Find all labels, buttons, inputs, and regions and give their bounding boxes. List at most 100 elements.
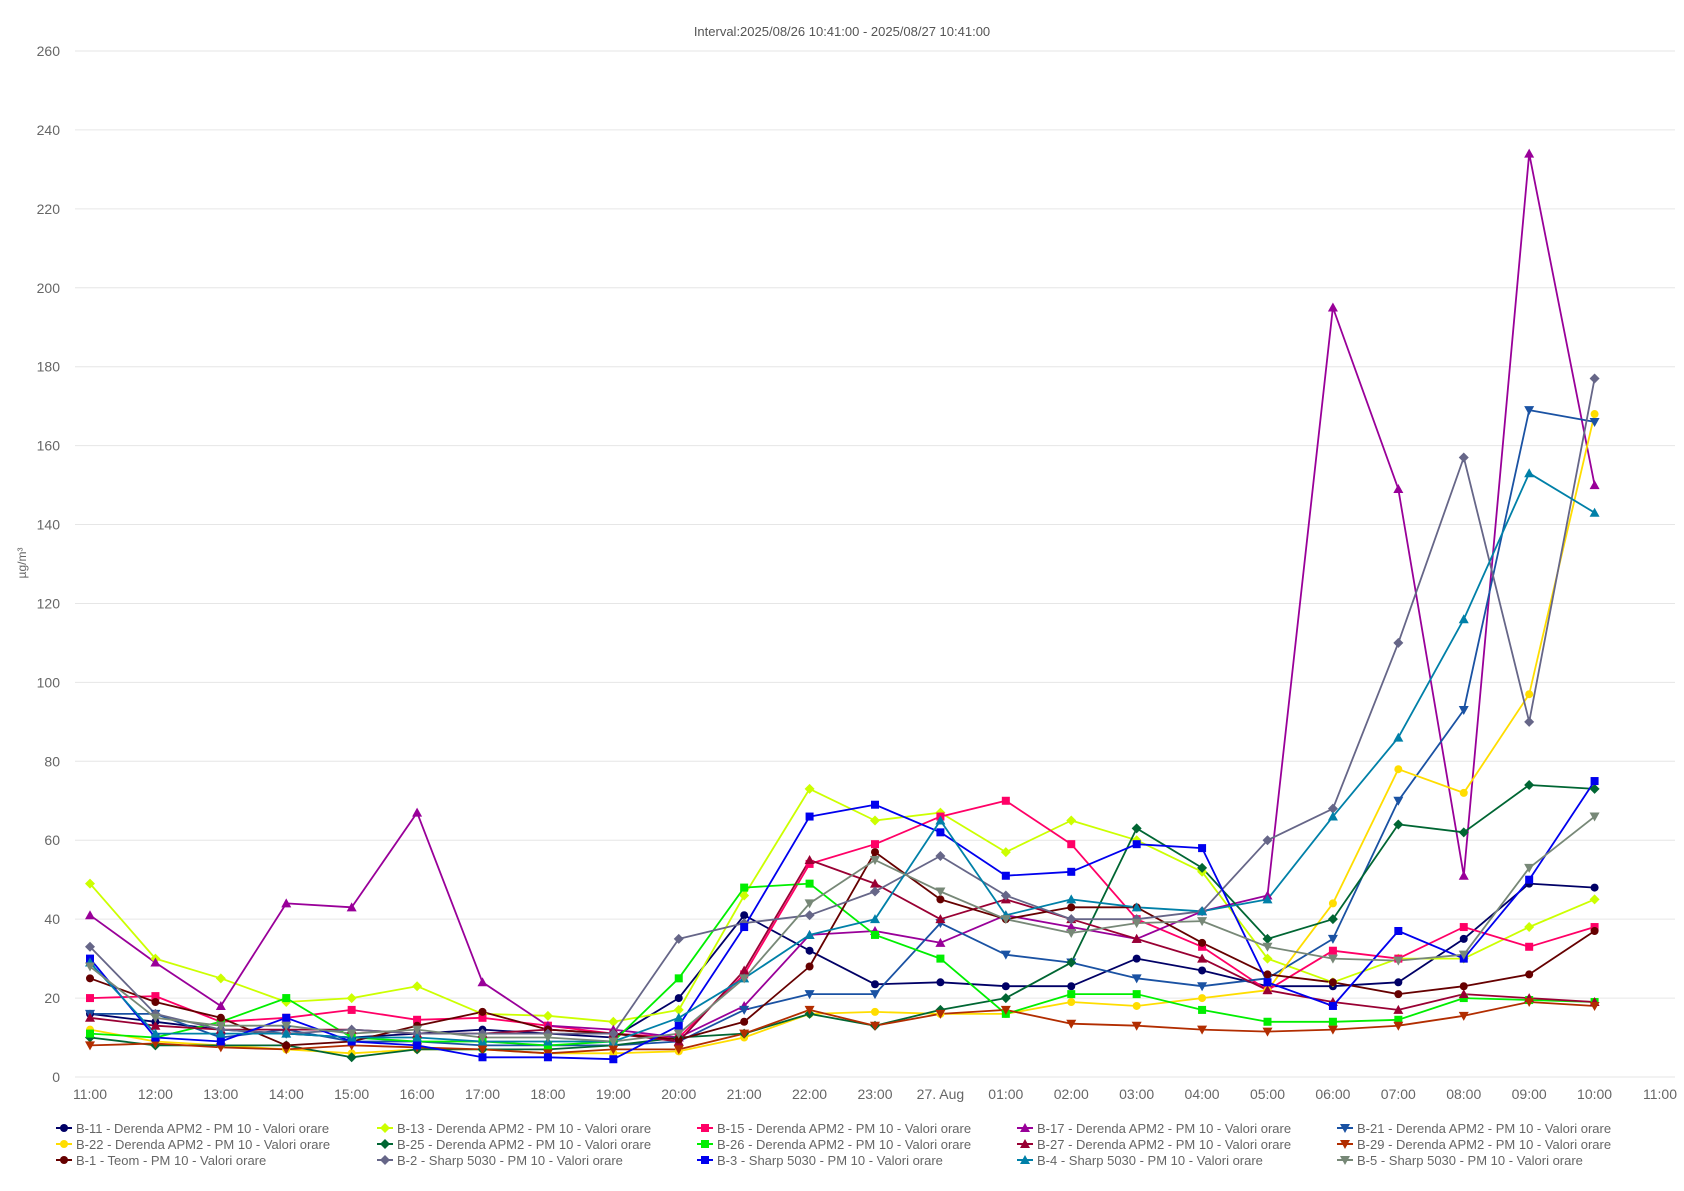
data-point [85, 910, 95, 920]
data-point [1590, 926, 1599, 935]
data-point [1459, 934, 1468, 943]
data-point [1132, 840, 1141, 849]
legend-item[interactable]: B-13 - Derenda APM2 - PM 10 - Valori ora… [377, 1121, 651, 1136]
data-point [1327, 811, 1338, 821]
data-point [1525, 875, 1534, 884]
data-point [1394, 1015, 1403, 1024]
y-tick-label: 240 [37, 122, 61, 138]
legend-item[interactable]: B-4 - Sharp 5030 - PM 10 - Valori orare [1017, 1153, 1263, 1168]
data-point [347, 1005, 356, 1014]
x-tick-label: 05:00 [1250, 1086, 1285, 1102]
legend-item[interactable]: B-26 - Derenda APM2 - PM 10 - Valori ora… [697, 1137, 971, 1152]
data-point [281, 898, 292, 908]
data-point [1000, 1005, 1011, 1015]
data-point [1131, 823, 1142, 834]
data-point [151, 992, 160, 1001]
data-point [478, 1013, 487, 1022]
data-point [86, 1029, 94, 1038]
data-point [1131, 919, 1142, 929]
legend-item[interactable]: B-27 - Derenda APM2 - PM 10 - Valori ora… [1017, 1137, 1291, 1152]
x-tick-label: 03:00 [1119, 1086, 1154, 1102]
legend-item[interactable]: B-17 - Derenda APM2 - PM 10 - Valori ora… [1017, 1121, 1291, 1136]
data-point [740, 923, 749, 932]
y-axis-label: µg/m³ [15, 548, 29, 579]
x-tick-label: 02:00 [1054, 1086, 1089, 1102]
data-point [1393, 1004, 1404, 1014]
data-point [674, 1021, 683, 1030]
series-line [89, 413, 1596, 1055]
data-point [1327, 934, 1338, 944]
legend-label: B-25 - Derenda APM2 - PM 10 - Valori ora… [397, 1137, 651, 1152]
data-point [1067, 840, 1076, 849]
data-point [673, 1045, 684, 1055]
data-point [1458, 452, 1469, 463]
y-tick-label: 140 [37, 517, 61, 533]
x-tick-label: 11:00 [1643, 1086, 1677, 1102]
data-point [870, 815, 880, 826]
x-tick-label: 23:00 [857, 1086, 892, 1102]
data-point [1589, 373, 1600, 384]
data-point [1262, 942, 1273, 952]
data-point [936, 954, 945, 963]
legend-item[interactable]: B-11 - Derenda APM2 - PM 10 - Valori ora… [56, 1121, 329, 1136]
legend-item[interactable]: B-2 - Sharp 5030 - PM 10 - Valori orare [377, 1153, 623, 1168]
legend-marker [1340, 1156, 1350, 1165]
series-line [89, 788, 1595, 1023]
legend-item[interactable]: B-5 - Sharp 5030 - PM 10 - Valori orare [1337, 1153, 1583, 1168]
x-tick-label: 13:00 [203, 1086, 238, 1102]
y-tick-label: 40 [44, 911, 60, 927]
legend-item[interactable]: B-22 - Derenda APM2 - PM 10 - Valori ora… [56, 1137, 330, 1152]
legend-item[interactable]: B-25 - Derenda APM2 - PM 10 - Valori ora… [377, 1137, 651, 1152]
data-point [870, 1021, 880, 1031]
legend-item[interactable]: B-21 - Derenda APM2 - PM 10 - Valori ora… [1337, 1121, 1611, 1136]
data-point [673, 1029, 684, 1039]
x-tick-label: 15:00 [334, 1086, 369, 1102]
legend-marker [1020, 1155, 1030, 1164]
data-point [150, 1013, 161, 1023]
legend-label: B-13 - Derenda APM2 - PM 10 - Valori ora… [397, 1121, 651, 1136]
data-point [150, 1039, 161, 1049]
data-point [1066, 922, 1077, 932]
data-point [608, 1028, 619, 1039]
data-point [1131, 902, 1142, 912]
data-point [935, 914, 946, 924]
data-point [215, 973, 226, 984]
data-point [1524, 148, 1535, 158]
data-point [740, 883, 749, 892]
data-point [413, 1015, 422, 1024]
data-point [477, 1033, 488, 1043]
series-line [89, 851, 1596, 1047]
data-point [1393, 732, 1404, 742]
data-point [739, 965, 750, 975]
x-tick-label: 07:00 [1381, 1086, 1416, 1102]
data-point [150, 1028, 161, 1038]
legend-label: B-21 - Derenda APM2 - PM 10 - Valori ora… [1357, 1121, 1611, 1136]
legend-item[interactable]: B-1 - Teom - PM 10 - Valori orare [56, 1153, 266, 1168]
y-tick-label: 60 [44, 832, 60, 848]
data-point [871, 840, 879, 849]
data-point [1066, 1019, 1077, 1029]
data-point [1131, 974, 1142, 984]
data-point [1524, 863, 1535, 873]
data-point [1525, 970, 1534, 979]
data-point [282, 1041, 291, 1050]
data-point [151, 998, 160, 1007]
legend-item[interactable]: B-15 - Derenda APM2 - PM 10 - Valori ora… [697, 1121, 971, 1136]
data-point [740, 911, 749, 920]
x-tick-label: 20:00 [661, 1086, 696, 1102]
data-point [1393, 637, 1404, 648]
data-point [1459, 923, 1468, 932]
series-line [89, 815, 1596, 1043]
data-point [215, 1043, 226, 1053]
legend-item[interactable]: B-29 - Derenda APM2 - PM 10 - Valori ora… [1337, 1137, 1611, 1152]
legend-item[interactable]: B-3 - Sharp 5030 - PM 10 - Valori orare [697, 1153, 943, 1168]
data-point [804, 929, 815, 939]
data-point [1262, 933, 1273, 944]
data-point [1524, 468, 1535, 478]
data-point [1066, 914, 1077, 925]
y-tick-label: 80 [44, 753, 60, 769]
data-point [543, 1053, 552, 1062]
data-point [673, 1012, 684, 1022]
legend: B-11 - Derenda APM2 - PM 10 - Valori ora… [56, 1121, 1611, 1168]
